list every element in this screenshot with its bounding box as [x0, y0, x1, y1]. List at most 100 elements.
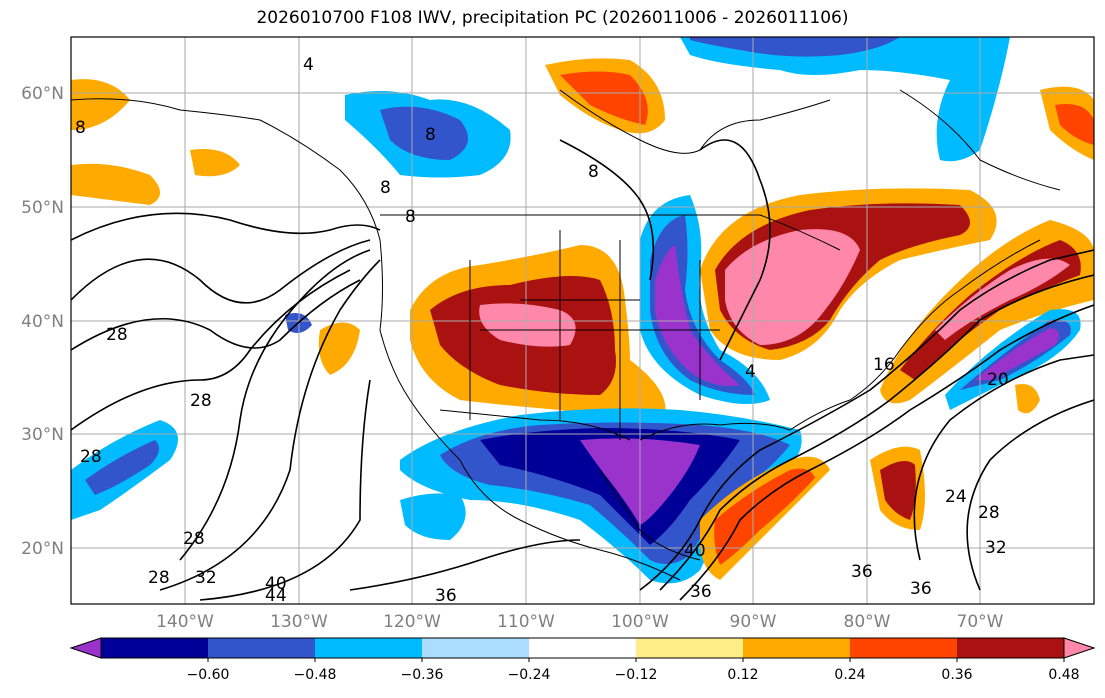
coast-hudson — [559, 89, 831, 154]
iwv-contours — [71, 139, 1094, 601]
contour-label: 24 — [945, 487, 967, 507]
lon-label: 130°W — [270, 612, 328, 632]
coast-west — [259, 119, 681, 581]
contour-label: 28 — [80, 447, 102, 467]
precip-shading — [71, 37, 1094, 584]
colorbar-tick-label: 0.48 — [1048, 667, 1079, 683]
colorbar-frame — [100, 637, 1065, 659]
lon-label: 120°W — [383, 612, 441, 632]
lon-label: 110°W — [497, 612, 555, 632]
colorbar-segment — [208, 638, 315, 658]
shade-orange-topleft — [71, 79, 130, 130]
lon-label: 140°W — [156, 612, 214, 632]
border-states — [469, 230, 720, 440]
contour-3 — [71, 279, 361, 351]
contour-7 — [199, 379, 371, 601]
colorbar-segment — [850, 638, 957, 658]
colorbar-segments — [69, 637, 1096, 659]
lon-label: 100°W — [611, 612, 669, 632]
shade-blue-baja — [400, 493, 466, 540]
contour-8 — [349, 539, 581, 591]
shade-orange-left — [71, 163, 160, 205]
lon-label: 80°W — [844, 612, 891, 632]
contour-label: 8 — [588, 162, 599, 182]
shade-orange-atl-small — [1015, 384, 1040, 414]
shade-purple-tongue — [655, 245, 740, 387]
colorbar-segment — [636, 638, 743, 658]
contour-label: 36 — [910, 579, 932, 599]
contour-label: 28 — [183, 529, 205, 549]
graticule — [71, 37, 1094, 604]
colorbar-segment — [422, 638, 529, 658]
lat-label: 20°N — [21, 539, 64, 559]
shade-pink-lakes — [725, 229, 860, 345]
shade-purple-atlantic — [975, 328, 1059, 380]
contour-label: 40 — [265, 574, 287, 594]
contour-2 — [71, 239, 371, 304]
lon-label: 90°W — [730, 612, 777, 632]
contour-label: 20 — [987, 370, 1009, 390]
colorbar-segment — [743, 638, 850, 658]
contour-label: 4 — [745, 362, 756, 382]
colorbar: −0.60 −0.48 −0.36 −0.24 −0.12 0.12 0.24 0.36 0.4… — [69, 637, 1096, 683]
contour-label: 28 — [190, 391, 212, 411]
contour-label: 28 — [106, 325, 128, 345]
colorbar-segment — [101, 638, 208, 658]
contour-5 — [179, 249, 371, 561]
shade-red-north — [560, 71, 648, 125]
shade-pink-central — [479, 303, 576, 347]
colorbar-segment — [957, 638, 1064, 658]
shade-pink-coast — [935, 258, 1070, 340]
lat-label: 50°N — [21, 198, 64, 218]
contour-6 — [159, 259, 381, 591]
latitude-labels: 60°N 50°N 40°N 30°N 20°N — [21, 84, 64, 559]
shade-blue-ne — [680, 37, 1010, 162]
colorbar-segment — [315, 638, 422, 658]
border-us-mexico — [439, 409, 631, 441]
contour-10 — [659, 274, 1094, 591]
plot-frame — [70, 36, 1095, 605]
colorbar-segment — [529, 638, 636, 658]
shade-red-carib — [714, 468, 815, 565]
lat-label: 40°N — [21, 312, 64, 332]
colorbar-tick-label: 0.36 — [941, 667, 972, 683]
shade-navy-nw — [380, 106, 468, 160]
colorbar-tick-label: 0.12 — [727, 667, 758, 683]
contour-14 — [699, 139, 771, 361]
contour-label-group: 4 8 8 8 8 8 28 28 28 28 28 32 40 44 36 4… — [75, 55, 1009, 606]
shade-navy-pacific — [85, 440, 159, 495]
colorbar-tick-label: 0.24 — [834, 667, 865, 683]
contour-label: 32 — [985, 538, 1007, 558]
border-us-canada — [380, 214, 841, 251]
longitude-labels: 140°W 130°W 120°W 110°W 100°W 90°W 80°W … — [156, 612, 1004, 632]
map-title: 2026010700 F108 IWV, precipitation PC (2… — [256, 8, 849, 28]
contour-label: 32 — [195, 568, 217, 588]
contour-13 — [966, 399, 1094, 591]
contour-label: 4 — [303, 55, 314, 75]
contour-11 — [679, 304, 1094, 601]
contour-label: 36 — [690, 582, 712, 602]
contour-label: 40 — [684, 541, 706, 561]
contour-9 — [639, 249, 1094, 591]
coast-labrador — [899, 89, 1061, 191]
shade-orange-left2 — [190, 149, 240, 177]
contour-label: 16 — [873, 355, 895, 375]
contour-label: 36 — [435, 586, 457, 606]
contour-label: 8 — [380, 178, 391, 198]
coast-gulf — [639, 239, 1041, 441]
lon-label: 70°W — [957, 612, 1004, 632]
contour-label: 8 — [405, 207, 416, 227]
shade-orange-ca — [318, 322, 360, 375]
colorbar-arrow-right — [1063, 637, 1096, 659]
colorbar-ticks: −0.60 −0.48 −0.36 −0.24 −0.12 0.12 0.24 0.36 0.4… — [187, 658, 1080, 683]
contour-label: 28 — [148, 568, 170, 588]
contour-12 — [913, 354, 1094, 561]
colorbar-tick-label: −0.36 — [401, 667, 444, 683]
colorbar-tick-label: −0.12 — [615, 667, 658, 683]
contour-label: 8 — [425, 125, 436, 145]
coastlines — [71, 89, 1061, 581]
shade-navy-ne — [690, 37, 900, 57]
lat-label: 60°N — [21, 84, 64, 104]
contour-label: 36 — [851, 562, 873, 582]
